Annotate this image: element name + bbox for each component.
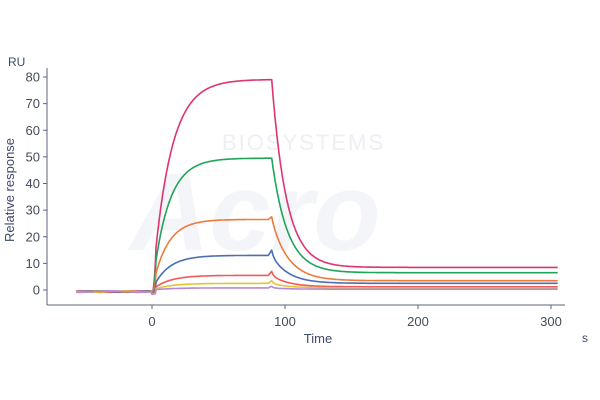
y-tick-label: 0 (33, 283, 40, 298)
series-line-4 (76, 249, 558, 295)
series-line-2 (76, 157, 558, 295)
series-line-1 (76, 78, 558, 295)
y-tick-label: 20 (26, 229, 40, 244)
y-ticks: 0 10 20 30 40 50 60 70 80 (26, 70, 47, 298)
y-tick-label: 60 (26, 123, 40, 138)
series-line-7 (76, 285, 558, 295)
series-line-6 (76, 279, 558, 295)
y-tick-label: 10 (26, 256, 40, 271)
watermark-text: BIOSYSTEMS (222, 130, 385, 155)
series-line-5 (76, 270, 558, 295)
series-line-3 (76, 216, 558, 295)
y-axis-label: Relative response (2, 138, 17, 242)
x-ticks: 0 100 200 300 (148, 305, 562, 329)
x-tick-label: 0 (148, 314, 155, 329)
series-layer (76, 78, 558, 295)
y-tick-label: 70 (26, 96, 40, 111)
axes (46, 68, 565, 306)
watermark-logo: Acro (127, 151, 381, 274)
y-tick-label: 40 (26, 176, 40, 191)
x-unit-label: s (582, 331, 588, 345)
y-tick-label: 30 (26, 203, 40, 218)
x-axis-label: Time (304, 331, 332, 346)
x-tick-label: 300 (540, 314, 562, 329)
x-tick-label: 100 (274, 314, 296, 329)
y-tick-label: 50 (26, 149, 40, 164)
y-tick-label: 80 (26, 70, 40, 85)
watermark: Acro BIOSYSTEMS (127, 130, 385, 274)
x-tick-label: 200 (407, 314, 429, 329)
y-unit-label: RU (8, 55, 25, 69)
